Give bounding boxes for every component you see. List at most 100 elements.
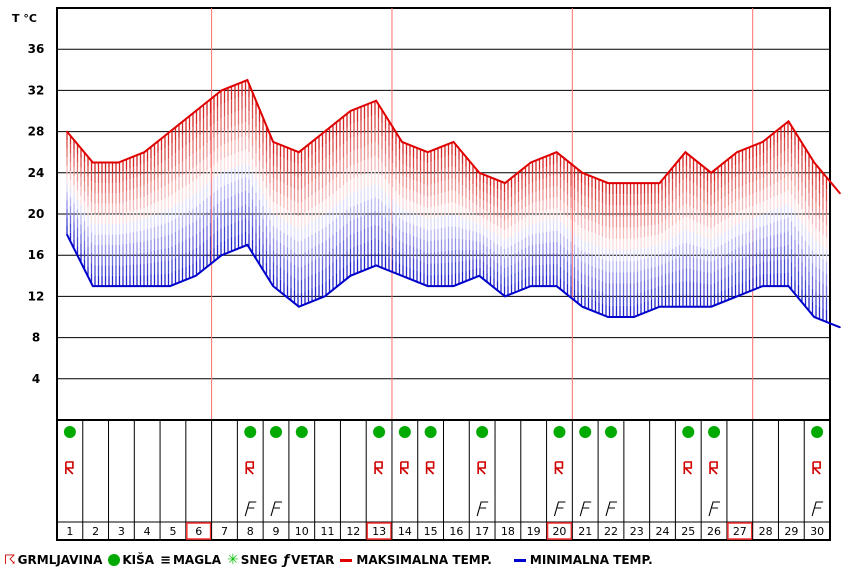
legend: ☈ GRMLJAVINA KIŠA ≡ MAGLA ✳ SNEG ƒ VETAR… [4,550,659,570]
legend-fog: ≡ MAGLA [160,553,221,568]
legend-snow-label: SNEG [240,553,278,567]
y-tick-label: 24 [28,166,45,180]
legend-wind-label: VETAR [291,553,335,567]
thunderstorm-icon [554,461,564,475]
max-temp-point [323,130,326,133]
max-temp-point [478,172,481,174]
max-temp-point [66,130,68,133]
max-temp-point [839,192,841,195]
max-temp-point [375,99,378,102]
max-temp-point [143,151,146,153]
wind-icon [708,501,721,517]
min-temp-point [658,305,661,308]
day-label: 10 [295,525,309,538]
wind-icon [476,501,489,517]
day-label: 12 [346,525,360,538]
day-label: 26 [707,525,721,538]
day-label: 20 [552,525,566,538]
y-tick-label: 28 [28,125,45,139]
day-label: 1 [66,525,73,538]
min-temp-point [761,285,764,287]
max-temp-point [349,110,352,112]
max-temp-point [220,89,223,92]
max-temp-point [195,110,197,112]
rain-icon [579,426,592,438]
day-label: 27 [733,525,747,538]
day-label: 24 [656,525,670,538]
day-label: 17 [475,525,489,538]
day-label: 23 [630,525,644,538]
thunderstorm-icon [425,461,435,475]
rain-icon [398,426,411,438]
min-temp-point [91,285,94,287]
thunderstorm-icon [683,461,693,475]
wind-icon [553,501,566,517]
legend-min: MINIMALNA TEMP. [498,553,653,567]
max-temp-point [504,182,506,184]
rain-icon [476,426,489,438]
min-temp-point [504,295,506,298]
min-temp-point [375,264,378,267]
highlighted-day-box [366,522,392,540]
max-temp-point [169,130,171,133]
wind-icon [270,501,283,517]
max-temp-point [710,172,712,174]
max-temp-point [761,141,764,143]
wind-icon [244,501,257,517]
min-temp-point [401,275,403,277]
max-temp-point [298,151,300,153]
rain-icon [682,426,695,438]
legend-snow: ✳ SNEG [227,552,277,568]
min-temp-point [349,275,352,277]
legend-max-label: MAKSIMALNA TEMP. [356,553,492,567]
max-temp-point [555,151,558,153]
rain-icon [811,426,824,438]
legend-storm-label: GRMLJAVINA [17,553,103,567]
thunderstorm-icon [709,461,718,475]
thunderstorm-icon [64,461,74,475]
min-temp-point [66,233,68,236]
min-temp-point [195,275,197,277]
min-temp-point [555,285,558,287]
thunderstorm-icon [812,461,821,475]
day-label: 19 [527,525,541,538]
min-temp-point [839,326,841,329]
rain-icon [553,426,566,438]
min-temp-point [323,295,326,298]
rain-icon [373,426,386,438]
min-temp-point [298,305,300,308]
min-temp-point [246,244,249,246]
thunderstorm-icon: ☈ [4,552,16,568]
legend-fog-label: MAGLA [172,553,221,567]
day-label: 29 [784,525,798,538]
highlighted-day-box [186,522,212,540]
day-label: 5 [169,525,176,538]
rain-icon [424,426,437,438]
legend-rain: KIŠA [108,553,154,567]
day-label: 3 [118,525,125,538]
highlighted-day-box [546,522,573,540]
min-temp-point [633,316,635,318]
min-temp-point [272,285,274,287]
day-label: 25 [681,525,695,538]
min-temp-point [143,285,146,287]
y-tick-label: 8 [32,331,40,345]
wind-icon: ƒ [283,552,290,568]
min-temp-point [478,275,481,277]
day-label: 9 [273,525,280,538]
min-temp-point [787,285,790,287]
max-temp-point [607,182,609,184]
legend-min-label: MINIMALNA TEMP. [529,553,653,567]
min-temp-point [581,305,584,308]
thunderstorm-icon [245,461,255,475]
day-label: 7 [221,525,228,538]
max-temp-point [401,141,403,143]
thunderstorm-icon [399,461,409,475]
min-temp-point [426,285,429,287]
day-label: 13 [372,525,386,538]
min-temp-point [607,316,609,318]
max-temp-point [246,79,249,81]
rain-icon [604,426,617,438]
legend-wind: ƒ VETAR [283,553,334,568]
thunderstorm-icon [374,461,383,475]
